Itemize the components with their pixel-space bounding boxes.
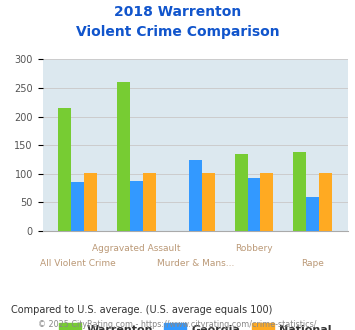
Legend: Warrenton, Georgia, National: Warrenton, Georgia, National <box>54 319 337 330</box>
Bar <box>247 178 261 231</box>
Text: Violent Crime Comparison: Violent Crime Comparison <box>76 25 279 39</box>
Text: Robbery: Robbery <box>235 244 273 253</box>
Text: © 2025 CityRating.com - https://www.cityrating.com/crime-statistics/: © 2025 CityRating.com - https://www.city… <box>38 320 317 329</box>
Text: All Violent Crime: All Violent Crime <box>40 259 116 268</box>
Bar <box>143 173 156 231</box>
Bar <box>319 173 332 231</box>
Bar <box>71 182 84 231</box>
Text: Compared to U.S. average. (U.S. average equals 100): Compared to U.S. average. (U.S. average … <box>11 305 272 315</box>
Bar <box>293 152 306 231</box>
Text: 2018 Warrenton: 2018 Warrenton <box>114 5 241 19</box>
Bar <box>306 197 319 231</box>
Bar <box>117 82 130 231</box>
Bar <box>59 108 71 231</box>
Text: Aggravated Assault: Aggravated Assault <box>92 244 181 253</box>
Text: Rape: Rape <box>301 259 324 268</box>
Bar <box>130 181 143 231</box>
Bar <box>261 173 273 231</box>
Bar <box>189 160 202 231</box>
Bar <box>235 154 247 231</box>
Text: Murder & Mans...: Murder & Mans... <box>157 259 234 268</box>
Bar <box>84 173 97 231</box>
Bar <box>202 173 215 231</box>
